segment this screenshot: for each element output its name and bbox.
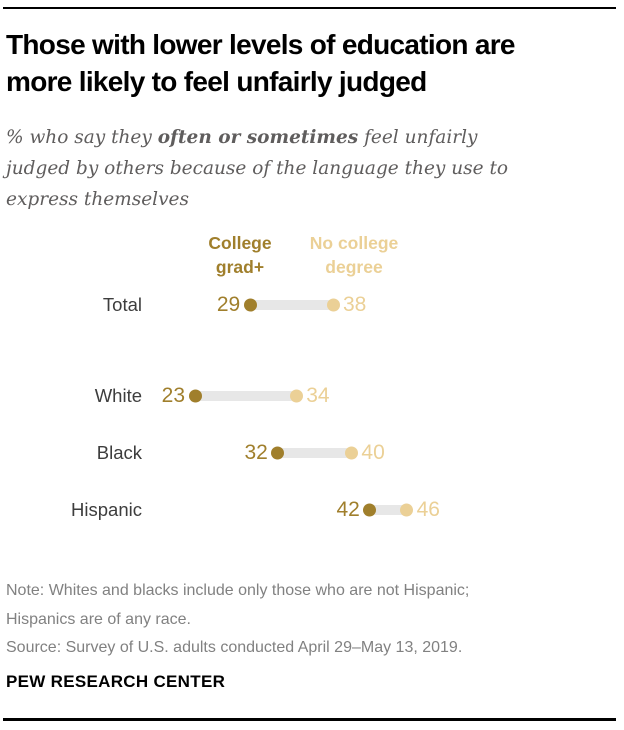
subtitle-line1-bold: often or sometimes <box>157 127 359 148</box>
chart-title-line2: more likely to feel unfairly judged <box>6 66 427 97</box>
connector-bar <box>195 391 297 401</box>
chart-title-line1: Those with lower levels of education are <box>6 29 516 60</box>
college-grad-dot <box>243 298 257 312</box>
subtitle-line1-pre: % who say they <box>6 127 158 148</box>
grad-value: 29 <box>216 293 241 316</box>
college-grad-dot <box>363 503 377 517</box>
no-college-dot <box>326 298 340 312</box>
category-label: Hispanic <box>71 499 142 520</box>
pew-research-center-wordmark: PEW RESEARCH CENTER <box>6 672 226 691</box>
grad-value: 32 <box>244 441 268 464</box>
subtitle-line2: judged by others because of the language… <box>6 158 509 179</box>
connector-bar <box>250 300 333 310</box>
legend-college-grad: College grad+ <box>175 231 305 279</box>
no-college-value: 38 <box>343 293 367 316</box>
legend-no-college-line2: degree <box>325 257 383 277</box>
source-line: Source: Survey of U.S. adults conducted … <box>6 639 463 656</box>
no-college-value: 34 <box>306 384 330 407</box>
subtitle-line3: express themselves <box>6 189 189 210</box>
no-college-dot <box>289 389 303 403</box>
no-college-dot <box>344 446 358 460</box>
legend-college-grad-line1: College <box>208 233 272 253</box>
category-label: Total <box>102 294 142 315</box>
top-rule <box>3 7 616 9</box>
note-line2: Hispanics are of any race. <box>6 610 191 628</box>
subtitle-line1-post: feel unfairly <box>358 127 478 148</box>
bottom-rule <box>3 718 616 721</box>
subtitle-line1: % who say they often or sometimes feel u… <box>6 122 508 153</box>
no-college-value: 46 <box>416 498 440 521</box>
college-grad-dot <box>271 446 285 460</box>
grad-value: 42 <box>336 498 360 521</box>
note-line1: Note: Whites and blacks include only tho… <box>6 582 470 599</box>
no-college-dot <box>400 503 414 517</box>
legend-college-grad-line2: grad+ <box>215 257 265 277</box>
chart-title: Those with lower levels of education are… <box>6 26 516 100</box>
footnotes: Note: Whites and blacks include only tho… <box>6 577 469 663</box>
grad-value: 23 <box>161 384 185 407</box>
category-label: White <box>94 385 142 406</box>
no-college-value: 40 <box>361 441 385 464</box>
connector-bar <box>369 505 407 515</box>
legend-no-college-line1: No college <box>309 233 399 253</box>
connector-bar <box>277 448 352 458</box>
chart-subtitle: % who say they often or sometimes feel u… <box>6 122 508 215</box>
category-label: Black <box>96 442 142 463</box>
college-grad-dot <box>188 389 202 403</box>
legend-no-college: No college degree <box>289 231 419 279</box>
